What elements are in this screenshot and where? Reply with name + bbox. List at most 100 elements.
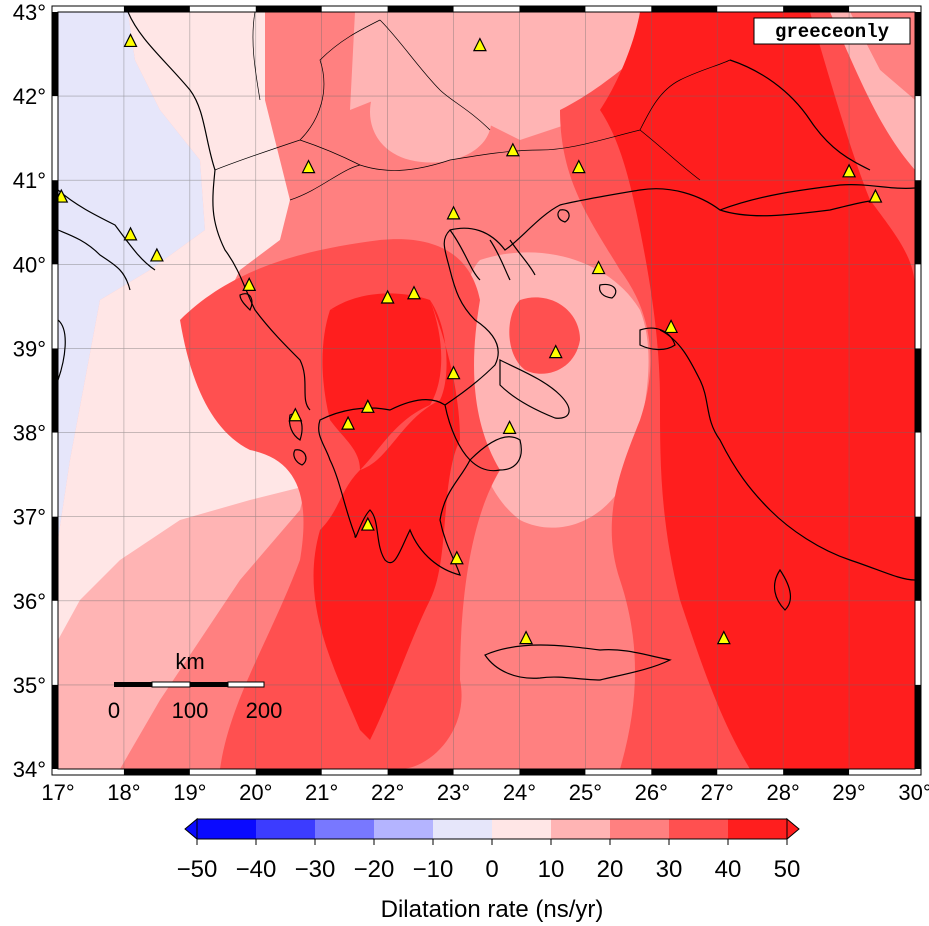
station-marker	[449, 550, 464, 565]
lon-tick-label: 21°	[305, 780, 338, 805]
station-marker	[502, 420, 517, 434]
lesvos	[639, 327, 676, 351]
station-marker	[664, 319, 679, 334]
lat-tick-label: 43°	[13, 0, 46, 25]
lon-tick-label: 19°	[173, 780, 206, 805]
colorbar-tick-label: 50	[774, 856, 801, 883]
lat-tick-label: 37°	[13, 505, 46, 530]
station-marker	[571, 159, 586, 174]
lon-tick-label: 26°	[635, 780, 668, 805]
colorbar-swatch	[197, 819, 256, 839]
lon-tick-label: 22°	[371, 780, 404, 805]
station-marker	[149, 247, 164, 262]
marmara	[719, 199, 881, 217]
colorbar-tick-label: 20	[597, 856, 624, 883]
thasos	[557, 209, 570, 223]
station-marker	[591, 260, 606, 275]
station-marker	[842, 163, 857, 178]
station-marker	[446, 365, 461, 380]
colorbar-min-arrow	[184, 817, 198, 841]
station-marker	[548, 344, 563, 359]
region-tag: greeceonly	[753, 17, 911, 45]
station-marker	[519, 630, 534, 645]
station-marker	[868, 188, 883, 203]
contour-10-20-north	[370, 70, 492, 163]
colorbar-swatch	[256, 819, 315, 839]
station-marker	[123, 33, 138, 48]
contour-40-50-east	[600, 12, 915, 769]
lon-tick-label: 25°	[569, 780, 602, 805]
gps-stations	[54, 33, 883, 645]
colorbar-tick-label: −10	[413, 856, 454, 883]
chalkidiki	[449, 229, 536, 281]
lon-tick-label: 30°	[898, 780, 929, 805]
colorbar-tick-label: 10	[538, 856, 565, 883]
station-marker	[716, 630, 731, 645]
station-marker	[242, 277, 257, 291]
lemnos	[598, 283, 617, 299]
colorbar-tick-label: −50	[177, 856, 218, 883]
corfu	[239, 293, 253, 312]
colorbar-tick-label: −40	[236, 856, 277, 883]
lat-tick-label: 34°	[13, 757, 46, 782]
colorbar-max-arrow	[786, 817, 800, 841]
lat-tick-label: 42°	[13, 84, 46, 109]
colorbar-title: Dilatation rate (ns/yr)	[381, 896, 604, 923]
peloponnese-coast	[318, 398, 471, 576]
contour-40-50-aegean	[509, 297, 580, 374]
scale-tick-100: 100	[172, 698, 209, 723]
station-marker	[472, 37, 487, 52]
rhodes	[773, 568, 792, 611]
colorbar-swatch	[669, 819, 728, 839]
lat-tick-label: 36°	[13, 589, 46, 614]
colorbar-swatch	[374, 819, 433, 839]
colorbar-tick-label: −30	[295, 856, 336, 883]
map-frame	[51, 5, 922, 776]
borders	[214, 12, 731, 201]
colorbar-swatch	[610, 819, 669, 839]
lon-tick-label: 29°	[832, 780, 865, 805]
station-marker	[288, 407, 303, 422]
colorbar: −50 −40 −30 −20 −10 0 10 20 30 40 50	[177, 817, 801, 883]
scale-tick-200: 200	[246, 698, 283, 723]
lat-tick-label: 35°	[13, 673, 46, 698]
colorbar-swatch	[492, 819, 551, 839]
lon-tick-label: 28°	[767, 780, 800, 805]
lon-tick-label: 27°	[701, 780, 734, 805]
region-tag-text: greeceonly	[775, 21, 890, 43]
colorbar-tick-label: 40	[715, 856, 742, 883]
lon-tick-label: 24°	[503, 780, 536, 805]
colorbar-tick-label: −20	[354, 856, 395, 883]
black-sea-coast	[729, 59, 871, 171]
crete	[484, 644, 672, 681]
colorbar-swatch	[551, 819, 610, 839]
scale-bar-title: km	[175, 649, 204, 674]
colorbar-swatch	[728, 819, 787, 839]
station-marker	[301, 159, 316, 174]
axis-labels: 17° 18° 19° 20° 21° 22° 23° 24° 25° 26° 27° 28° 29° 3…	[13, 0, 929, 805]
colorbar-swatch	[315, 819, 374, 839]
station-marker	[380, 289, 395, 304]
scale-tick-0: 0	[108, 698, 120, 723]
station-marker	[446, 205, 461, 220]
mainland-east-coast	[443, 184, 915, 406]
colorbar-tick-label: 0	[485, 856, 498, 883]
lat-tick-label: 38°	[13, 421, 46, 446]
scale-bar: km 0 100 200	[108, 649, 282, 723]
station-marker	[341, 415, 356, 430]
station-marker	[407, 285, 421, 300]
coastlines	[58, 12, 915, 681]
turkey-west-coast	[659, 329, 915, 581]
lat-tick-label: 41°	[13, 168, 46, 193]
adriatic-coast-balkan	[127, 12, 311, 411]
lon-tick-label: 18°	[107, 780, 140, 805]
lon-tick-label: 23°	[437, 780, 470, 805]
station-marker	[360, 398, 375, 413]
dilatation-contours	[58, 12, 915, 769]
colorbar-tick-label: 30	[656, 856, 683, 883]
station-marker	[360, 516, 375, 531]
euboea	[499, 359, 570, 419]
lon-tick-label: 17°	[41, 780, 74, 805]
lat-tick-label: 39°	[13, 336, 46, 361]
